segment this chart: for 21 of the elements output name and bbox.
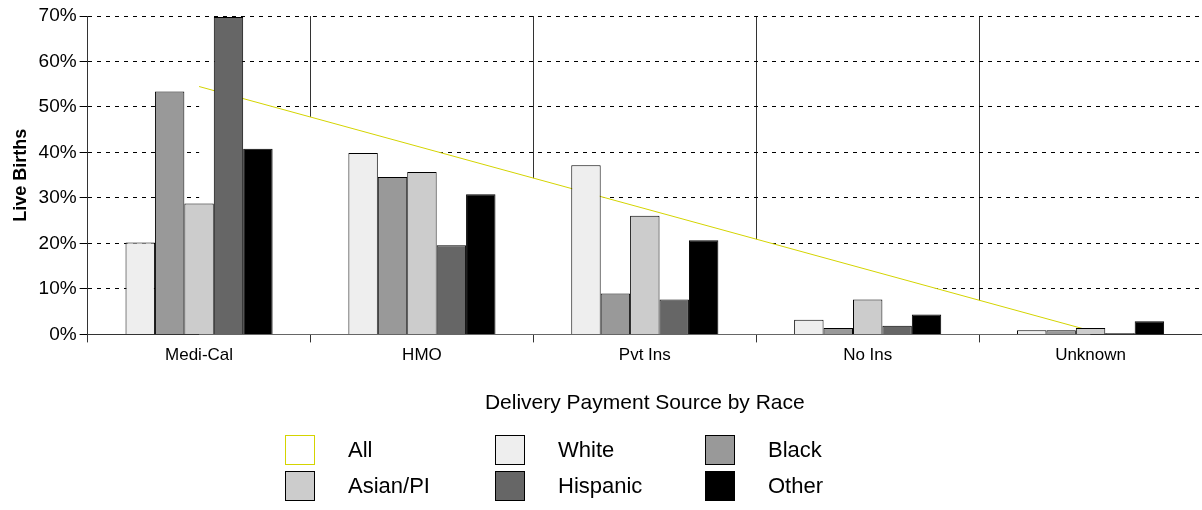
legend-label: Asian/PI bbox=[348, 473, 430, 499]
y-tick-label: 10% bbox=[38, 277, 77, 299]
y-tick-label: 30% bbox=[38, 186, 77, 208]
y-axis-title: Live Births bbox=[9, 128, 30, 222]
y-tick-label: 50% bbox=[38, 95, 77, 117]
y-tick-label: 60% bbox=[38, 49, 77, 71]
x-tick-label: Medi-Cal bbox=[165, 345, 234, 365]
y-tick-label: 40% bbox=[38, 140, 77, 162]
legend-label: White bbox=[558, 437, 615, 463]
x-axis-title: Delivery Payment Source by Race bbox=[484, 390, 805, 414]
x-tick-label: HMO bbox=[402, 345, 442, 365]
y-tick-label: 70% bbox=[38, 4, 77, 26]
y-tick-label: 0% bbox=[49, 322, 77, 344]
legend-label: Black bbox=[768, 437, 822, 463]
legend-label: Other bbox=[768, 473, 824, 499]
x-tick-label: No Ins bbox=[843, 345, 893, 365]
y-tick-label: 20% bbox=[38, 231, 77, 253]
legend-label: All bbox=[348, 437, 373, 463]
x-tick-label: Pvt Ins bbox=[618, 345, 671, 365]
x-tick-label: Unknown bbox=[1055, 345, 1126, 365]
legend-label: Hispanic bbox=[558, 473, 643, 499]
